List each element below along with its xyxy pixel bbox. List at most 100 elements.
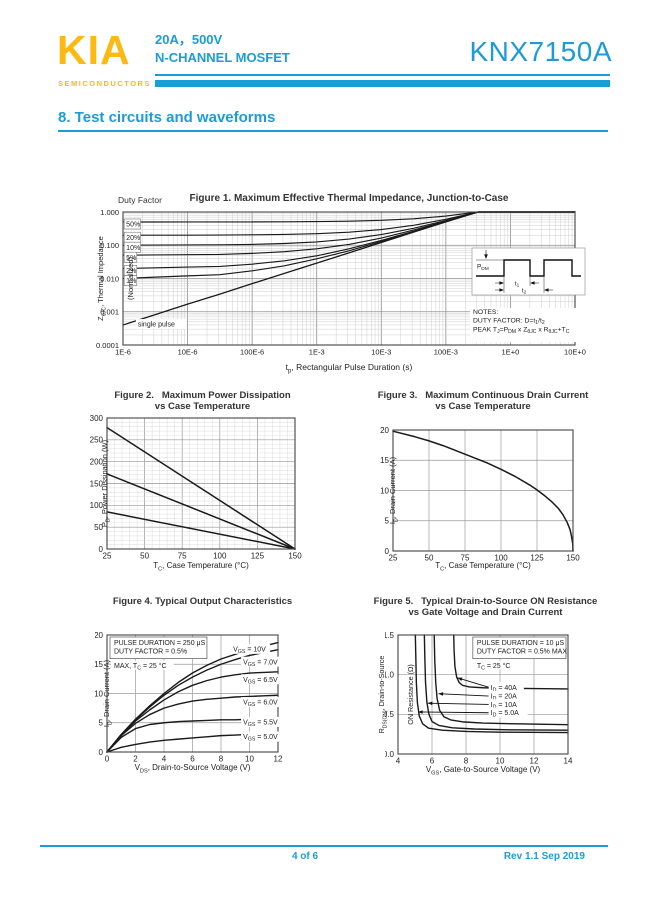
x-tick-label: 125 [251, 552, 265, 561]
series-label: ID = 5.0A [491, 710, 519, 719]
spec-line-2: N-CHANNEL MOSFET [155, 50, 290, 65]
y-tick-label: 0.001 [100, 308, 119, 317]
series-label: VGS = 6.5V [243, 677, 278, 686]
annotation-line: PULSE DURATION = 10 μS [477, 640, 565, 647]
x-tick-label: 75 [178, 552, 187, 561]
series-label: VGS = 5.0V [243, 734, 278, 743]
series-upper [106, 426, 296, 550]
x-tick-label: 100E-3 [434, 348, 458, 357]
y-tick-label: 0.5 [385, 710, 395, 719]
header-rule-thick [155, 80, 610, 87]
figure-5-y-axis-label: RDS(ON), Drain-to-Source ON Resistance (… [358, 635, 434, 754]
figure-2-chart: 25 50 75 100 125 150 0 50 100 150 200 250 300 [90, 414, 303, 561]
figure-2-y-axis-label-line1: PD, Power Dissipation (W) [100, 439, 112, 528]
x-tick-label: 12 [274, 755, 283, 764]
figure-4-chart: VGS = 10V VGS = 7.0V VGS = 6.5V VGS = 6.0V V… [95, 631, 284, 764]
spec-line-1: 20A，500V [155, 32, 223, 47]
plot-frame [106, 634, 279, 753]
pulse-waveform [476, 259, 581, 277]
callout-arrow [427, 702, 489, 705]
series-20% [122, 211, 576, 236]
notes-bg [470, 308, 607, 343]
y-tick-label: 15 [95, 660, 104, 669]
series-label-bg [241, 716, 284, 727]
x-tick-label: 50 [425, 554, 434, 563]
part-number: KNX7150A [469, 36, 612, 67]
series-label: 1% [126, 278, 136, 285]
series-ID = 5.0A [414, 634, 569, 734]
y-tick-label: 1.5 [385, 631, 395, 640]
series-label-bg [488, 682, 524, 693]
x-tick-label: 125 [530, 554, 544, 563]
notes-line: DUTY FACTOR: D=t1/t2 [473, 318, 545, 327]
y-tick-label: 0 [99, 545, 104, 554]
series-VGS = 6.5V [106, 671, 279, 753]
notes-line: NOTES: [473, 309, 498, 316]
x-tick-label: 14 [564, 757, 573, 766]
figure-3-chart: 25 50 75 100 125 150 0 5 10 15 20 [380, 426, 580, 563]
x-tick-label: 1E-6 [115, 348, 131, 357]
annotation-box [472, 636, 567, 659]
y-tick-label: 10 [95, 689, 104, 698]
figure-2-title-line2: vs Case Temperature [154, 401, 251, 412]
y-tick-label: 5 [385, 517, 390, 526]
figure-5-title: Figure 5. Typical Drain-to-Source ON Res… [373, 596, 598, 607]
annotation-line: PULSE DURATION = 250 μS [114, 640, 206, 647]
x-tick-label: 8 [219, 755, 224, 764]
series-label-bg [488, 699, 524, 710]
x-tick-label: 25 [103, 552, 112, 561]
series-label: VGS = 7.0V [243, 659, 278, 668]
y-tick-label: 0 [99, 748, 104, 757]
page-number: 4 of 6 [291, 851, 319, 862]
figure-2-x-axis-label: TC, Case Temperature (°C) [153, 561, 249, 573]
annotation-line: DUTY FACTOR = 0.5% MAX [477, 649, 568, 656]
series-label: VGS = 6.0V [243, 700, 278, 709]
figure-3-title-line2: vs Case Temperature [435, 401, 531, 412]
x-tick-label: 8 [464, 757, 469, 766]
y-tick-label: 0.010 [100, 274, 119, 283]
series-label: 10% [126, 245, 140, 252]
x-tick-label: 10E-3 [371, 348, 391, 357]
header-rule-thin [155, 74, 610, 76]
series-label-bg [241, 731, 284, 742]
series-label-bg [241, 697, 284, 708]
series-label: 20% [126, 235, 140, 242]
series-label-bg [135, 319, 187, 330]
series-label: single pulse [138, 322, 175, 329]
callout-arrow [418, 711, 489, 714]
figure-1-duty-factor-label: Duty Factor [118, 195, 162, 205]
t2-label: t2 [522, 287, 527, 294]
t1-label: t1 [515, 280, 520, 287]
section-underline [58, 130, 608, 132]
y-tick-label: 300 [90, 414, 104, 423]
series-lower [106, 511, 296, 550]
figure-1-y-axis-label-line2: (Normalized) [126, 257, 135, 300]
series-label: ID = 40A [491, 685, 518, 694]
series-label: 50% [126, 222, 140, 229]
footer-rule [40, 845, 608, 847]
y-tick-label: 150 [90, 479, 104, 488]
y-tick-label: 1.000 [100, 208, 119, 217]
x-tick-label: 6 [430, 757, 435, 766]
y-tick-label: 20 [95, 631, 104, 640]
series-label: ID = 20A [491, 693, 518, 702]
y-tick-label: 0.100 [100, 241, 119, 250]
series-label: VGS = 10V [233, 646, 266, 655]
section-heading: 8. Test circuits and waveforms [58, 109, 276, 126]
figure-5-y-axis-label-line2: ON Resistance (Ω) [405, 664, 415, 725]
kia-logo: KIA [57, 27, 131, 73]
figure-1-x-axis-label: tp, Rectangular Pulse Duration (s) [285, 362, 413, 375]
arrow-head [484, 254, 488, 259]
x-tick-label: 4 [162, 755, 167, 764]
figure-5-x-axis-label: VGS, Gate-to-Source Voltage (V) [425, 765, 541, 777]
figure-3-y-axis-label-line1: ID, Drain Current (A) [388, 456, 400, 525]
annotation-extra-line: TC = 25 °C [477, 662, 511, 672]
y-tick-label: 10 [380, 486, 389, 495]
x-tick-label: 150 [288, 552, 302, 561]
series-label-bg [488, 690, 524, 701]
y-tick-label: 0 [385, 547, 390, 556]
series-label-bg [231, 643, 271, 654]
figure-1-y-axis-label: ZθJC, Thermal Impedance (Normalized) [76, 212, 156, 345]
grid [392, 429, 574, 552]
